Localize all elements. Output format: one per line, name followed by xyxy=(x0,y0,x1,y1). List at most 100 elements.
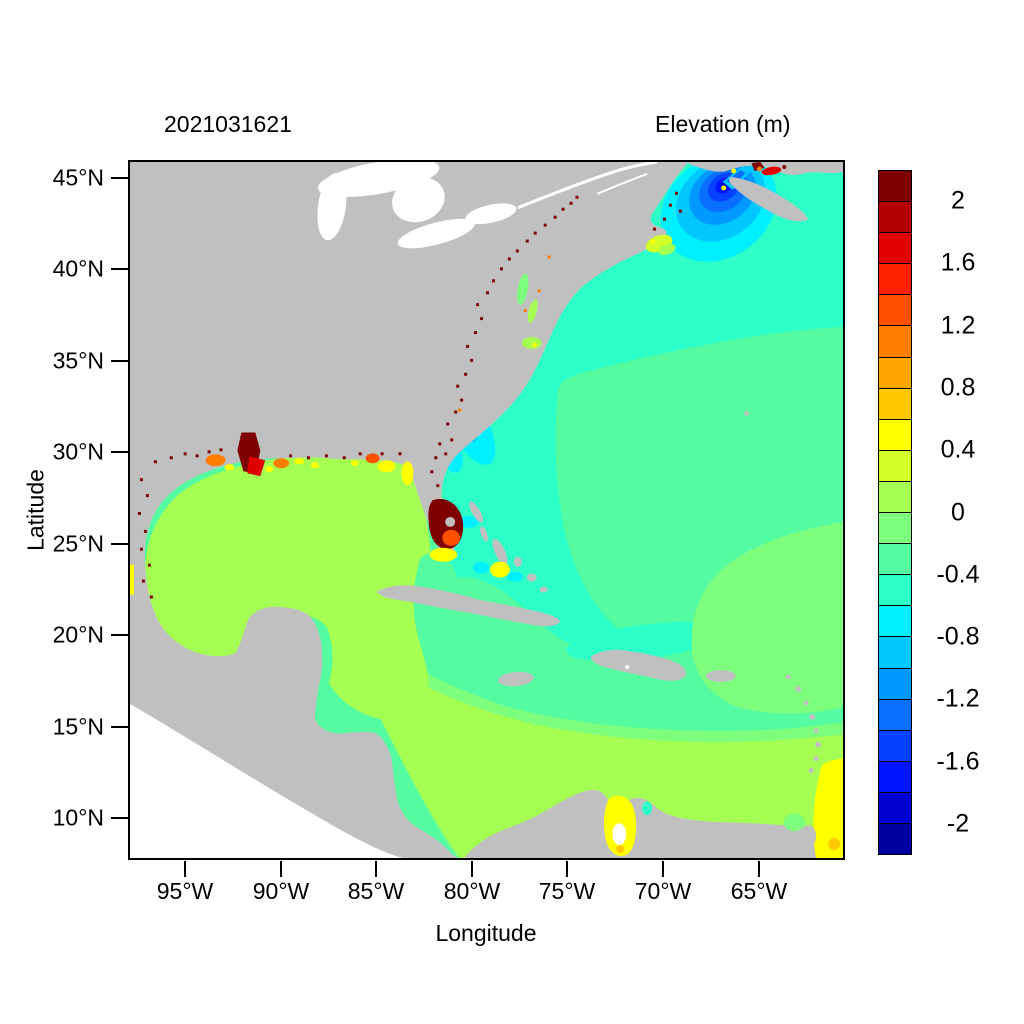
x-tick-label: 90°W xyxy=(252,878,310,904)
bahama-bank-yellow xyxy=(489,561,510,578)
x-tick-label: 95°W xyxy=(156,878,214,904)
x-tick xyxy=(471,861,473,877)
colorbar-label: 0.8 xyxy=(940,373,976,402)
hispaniola xyxy=(591,649,687,681)
colorbar-title: Elevation (m) xyxy=(655,111,791,137)
colorbar-label: 2 xyxy=(951,186,965,215)
colorbar-labels: 2 1.6 1.2 0.8 0.4 0 -0.4 -0.8 -1.2 -1.6 … xyxy=(922,170,994,855)
colorbar-cell xyxy=(879,295,911,327)
y-tick-label: 20°N xyxy=(52,621,104,648)
y-axis-title: Latitude xyxy=(22,469,49,551)
orinoco-amber-dot xyxy=(828,838,841,851)
y-tick xyxy=(111,360,128,362)
y-tick xyxy=(111,177,128,179)
x-tick-label: 70°W xyxy=(634,878,692,904)
pacific-outside-domain xyxy=(130,703,404,858)
y-tick xyxy=(111,817,128,819)
colorbar-cell xyxy=(879,823,911,855)
colorbar-label: -1.6 xyxy=(936,747,980,776)
south-florida-hot-blob xyxy=(401,461,464,562)
colorbar-cell xyxy=(879,264,911,296)
colorbar-cell xyxy=(879,730,911,762)
lesser-antilles xyxy=(785,674,822,773)
x-tick xyxy=(184,861,186,877)
colorbar-label: 0 xyxy=(951,498,965,526)
colorbar-cell xyxy=(879,668,911,700)
venezuela-coast-mint-dot xyxy=(642,801,653,816)
maracaibo-amber-dot xyxy=(616,845,625,854)
map-plot xyxy=(128,160,845,860)
bahamas xyxy=(469,501,548,593)
colorbar-label: -0.8 xyxy=(936,622,980,651)
trinidad-green-patch xyxy=(783,813,806,832)
s-caribbean-yellowgreen xyxy=(336,627,843,858)
orinoco-corner-yellow xyxy=(813,758,843,858)
colorbar-cell xyxy=(879,233,911,265)
y-tick-label: 15°N xyxy=(52,713,104,740)
colorbar-cell xyxy=(879,792,911,824)
x-tick-label: 85°W xyxy=(347,878,405,904)
y-tick xyxy=(111,268,128,270)
south-america-land xyxy=(464,789,843,858)
x-tick-label: 65°W xyxy=(730,878,788,904)
coastal-orange-speckles xyxy=(458,255,551,412)
bermuda xyxy=(744,411,750,417)
y-tick-label: 25°N xyxy=(52,530,104,557)
coastal-dark-red-speckles xyxy=(137,191,682,599)
colorbar-cell xyxy=(879,544,911,576)
x-tick xyxy=(566,861,568,877)
x-tick xyxy=(758,861,760,877)
y-tick xyxy=(111,451,128,453)
north-america-land xyxy=(130,162,689,858)
colorbar-label: 1.2 xyxy=(940,311,976,340)
timestamp-title: 2021031621 xyxy=(164,111,292,137)
texas-edge-yellow xyxy=(130,564,134,595)
colorbar-label: -2 xyxy=(946,809,970,838)
y-tick-label: 40°N xyxy=(52,255,104,282)
jamaica xyxy=(497,671,534,687)
colorbar-cell xyxy=(879,513,911,545)
colorbar-cell xyxy=(879,326,911,358)
colorbar-cell xyxy=(879,761,911,793)
y-tick xyxy=(111,543,128,545)
colorbar-label: -0.4 xyxy=(936,560,980,589)
colorbar-label: 1.6 xyxy=(940,248,976,277)
y-tick-label: 10°N xyxy=(52,804,104,831)
st-lawrence-river xyxy=(517,162,658,210)
se-atlantic-green xyxy=(691,521,843,714)
colorbar-label: -1.2 xyxy=(936,684,980,713)
elevation-map xyxy=(130,162,843,858)
cuba xyxy=(376,585,561,627)
x-axis-title: Longitude xyxy=(435,920,537,946)
colorbar-label: 0.4 xyxy=(940,435,976,464)
colorbar-cell xyxy=(879,357,911,389)
colorbar-cell xyxy=(879,202,911,234)
cape-cod-shoals xyxy=(645,234,676,256)
colorbar-cell xyxy=(879,481,911,514)
colorbar-cell xyxy=(879,606,911,638)
gulf-of-mexico-yellowgreen xyxy=(145,455,431,721)
colorbar-cell xyxy=(879,171,911,203)
river-streak-2 xyxy=(596,173,648,195)
nova-scotia xyxy=(729,176,809,222)
colorbar-cell xyxy=(879,637,911,669)
colorbar-cell xyxy=(879,419,911,451)
y-tick-label: 30°N xyxy=(52,438,104,465)
minas-basin-speckles xyxy=(721,162,787,191)
colorbar xyxy=(878,170,912,855)
y-tick-label: 45°N xyxy=(52,164,104,191)
y-tick-label: 35°N xyxy=(52,347,104,374)
north-gulf-coast-speckles xyxy=(205,432,396,477)
trinidad-island xyxy=(800,825,817,848)
x-tick xyxy=(662,861,664,877)
y-tick xyxy=(111,634,128,636)
colorbar-cell xyxy=(879,575,911,607)
colorbar-cell xyxy=(879,388,911,420)
x-tick xyxy=(280,861,282,877)
x-tick xyxy=(375,861,377,877)
x-tick-label: 75°W xyxy=(538,878,596,904)
hispaniola-lake xyxy=(625,665,630,670)
y-tick xyxy=(111,726,128,728)
puerto-rico xyxy=(705,670,736,683)
